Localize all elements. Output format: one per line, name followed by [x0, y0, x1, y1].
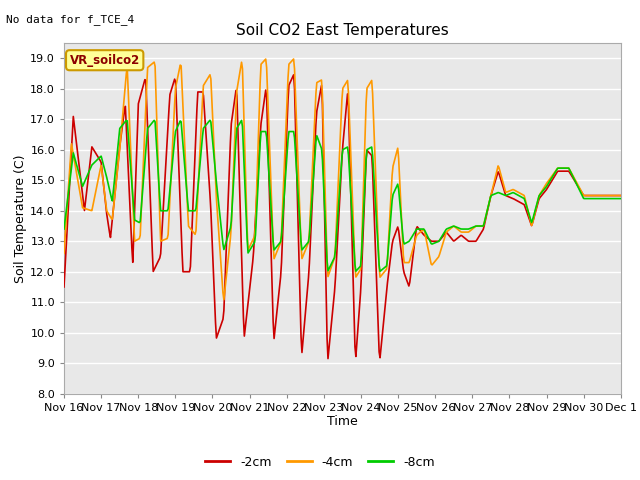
- Text: No data for f_TCE_4: No data for f_TCE_4: [6, 14, 134, 25]
- Y-axis label: Soil Temperature (C): Soil Temperature (C): [15, 154, 28, 283]
- X-axis label: Time: Time: [327, 415, 358, 429]
- Title: Soil CO2 East Temperatures: Soil CO2 East Temperatures: [236, 23, 449, 38]
- Legend: -2cm, -4cm, -8cm: -2cm, -4cm, -8cm: [200, 451, 440, 474]
- Text: VR_soilco2: VR_soilco2: [70, 54, 140, 67]
